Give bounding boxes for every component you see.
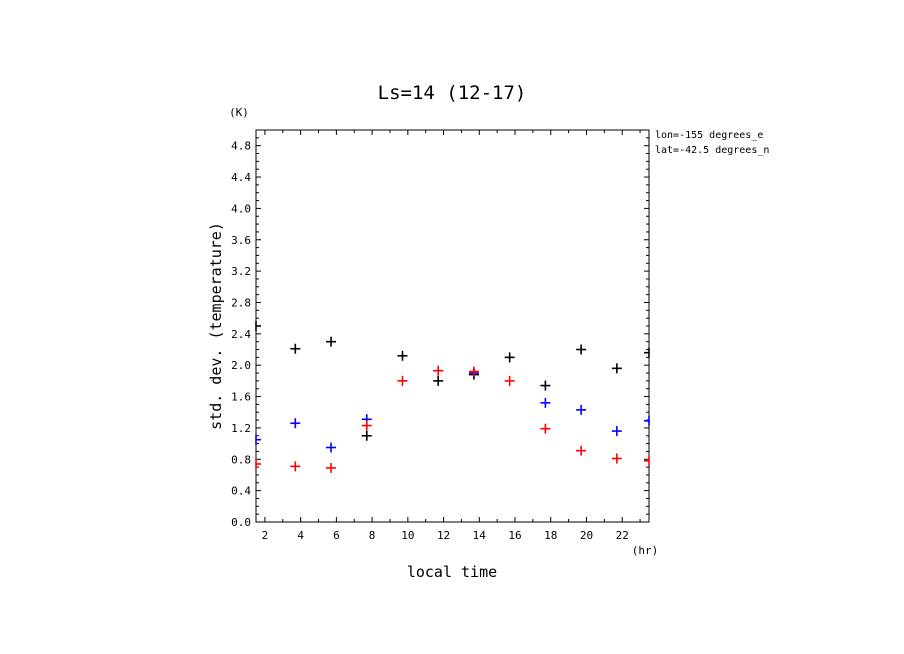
y-tick-label: 0.8 — [231, 453, 251, 466]
plot-frame — [255, 129, 650, 523]
y-tick-label: 1.2 — [231, 422, 251, 435]
y-tick-label: 4.4 — [231, 171, 251, 184]
y-tick-label: 2.8 — [231, 296, 251, 309]
point-black — [433, 375, 444, 386]
point-red — [468, 366, 479, 377]
point-black — [290, 343, 301, 354]
y-tick-label: 0.4 — [231, 485, 251, 498]
point-blue — [255, 434, 261, 445]
point-black — [504, 352, 515, 363]
point-black — [540, 380, 551, 391]
x-unit-label: (hr) — [632, 544, 659, 557]
point-red — [504, 375, 515, 386]
point-black — [397, 350, 408, 361]
y-tick-label: 2.4 — [231, 328, 251, 341]
x-tick-label: 6 — [333, 529, 340, 542]
x-tick-label: 4 — [297, 529, 304, 542]
y-tick-label: 4.0 — [231, 202, 251, 215]
point-black — [326, 336, 337, 347]
point-blue — [326, 442, 337, 453]
annotation-lon: lon=-155 degrees_e — [655, 130, 763, 141]
chart-title: Ls=14 (12-17) — [378, 82, 527, 104]
point-red — [611, 453, 622, 464]
point-black — [611, 363, 622, 374]
y-unit-label: (K) — [229, 106, 249, 119]
x-tick-label: 16 — [508, 529, 521, 542]
point-blue — [576, 404, 587, 415]
x-tick-label: 14 — [473, 529, 487, 542]
x-tick-label: 18 — [544, 529, 557, 542]
point-black — [255, 321, 261, 331]
y-tick-label: 2.0 — [231, 359, 251, 372]
annotation-lat: lat=-42.5 degrees_n — [655, 145, 769, 156]
point-red — [540, 423, 551, 434]
point-black — [644, 347, 650, 358]
data-marks — [255, 321, 650, 473]
x-tick-label: 10 — [401, 529, 414, 542]
point-blue — [644, 415, 650, 426]
point-red — [290, 461, 301, 472]
y-tick-label: 3.6 — [231, 234, 251, 247]
y-axis-title: std. dev. (temperature) — [207, 222, 225, 430]
y-tick-label: 3.2 — [231, 265, 251, 278]
point-blue — [290, 418, 301, 429]
x-tick-label: 2 — [262, 529, 269, 542]
point-red — [433, 365, 444, 376]
x-tick-label: 20 — [580, 529, 593, 542]
y-tick-label: 1.6 — [231, 391, 251, 404]
x-tick-label: 22 — [616, 529, 629, 542]
point-black — [576, 344, 587, 355]
y-tick-label: 4.8 — [231, 140, 251, 153]
axis-ticks: 0.0 0.4 0.8 1.2 1.6 2.0 2.4 2.8 3.2 3.6 4.0 4.4 4.8 2… — [231, 130, 649, 542]
point-red — [255, 458, 261, 469]
point-red — [576, 445, 587, 456]
point-blue — [540, 397, 551, 408]
point-red — [644, 455, 650, 466]
point-red — [397, 375, 408, 386]
x-axis-title: local time — [407, 563, 497, 581]
point-black — [361, 430, 372, 441]
x-tick-label: 12 — [437, 529, 450, 542]
point-red — [361, 420, 372, 431]
point-red — [326, 462, 337, 473]
y-tick-label: 0.0 — [231, 516, 251, 529]
x-tick-label: 8 — [369, 529, 376, 542]
point-blue — [611, 426, 622, 437]
